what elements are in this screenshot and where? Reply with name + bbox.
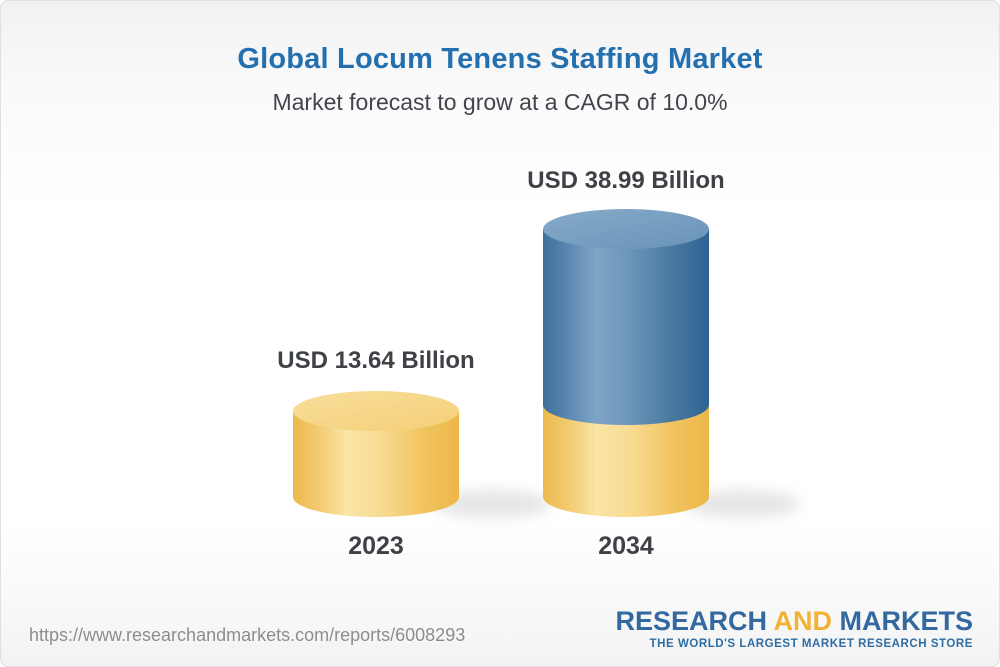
bar-2034-blue-segment (543, 229, 709, 425)
bar-2023-cylinder (293, 391, 459, 517)
page-title: Global Locum Tenens Staffing Market (237, 43, 763, 75)
page-subtitle: Market forecast to grow at a CAGR of 10.… (272, 89, 728, 115)
bar-2023-shadow (435, 490, 551, 518)
logo-word-markets: MARKETS (839, 606, 974, 636)
report-url-link[interactable]: https://www.researchandmarkets.com/repor… (29, 625, 466, 645)
bar-2034-cylinder (543, 209, 709, 517)
bar-2034-shadow (685, 490, 801, 518)
bar-2034-value-label: USD 38.99 Billion (527, 167, 725, 194)
bar-2034-category-label: 2034 (598, 532, 654, 560)
bar-2023-value-label: USD 13.64 Billion (277, 347, 475, 374)
bar-2034-yellow-segment (543, 393, 709, 517)
bar-2023-category-label: 2023 (348, 532, 404, 560)
logo-tagline: THE WORLD'S LARGEST MARKET RESEARCH STOR… (649, 638, 973, 650)
logo-word-research: RESEARCH (615, 606, 767, 636)
logo-wordmark: RESEARCH AND MARKETS (615, 608, 973, 635)
logo-word-and: AND (773, 606, 832, 636)
research-and-markets-logo: RESEARCH AND MARKETS THE WORLD'S LARGEST… (615, 608, 973, 651)
